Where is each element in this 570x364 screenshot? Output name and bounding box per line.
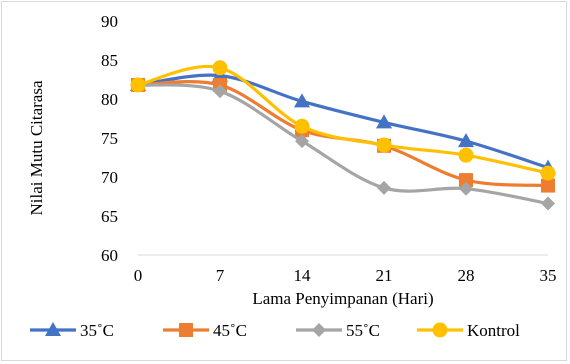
data-point <box>376 137 392 153</box>
series-line <box>136 80 550 188</box>
legend-marker <box>312 323 326 337</box>
data-point <box>541 196 555 211</box>
data-point <box>212 60 228 76</box>
y-axis-title: Nilai Mutu Citarasa <box>27 80 46 215</box>
series-1 <box>130 67 556 174</box>
x-axis-ticks: 0 7 14 21 28 35 <box>134 266 557 285</box>
y-tick-label: 80 <box>101 90 118 109</box>
legend-label: Kontrol <box>467 321 520 340</box>
y-tick-label: 85 <box>101 51 118 70</box>
legend: 35˚C 45˚C 55˚C Kontrol <box>30 321 520 340</box>
legend-label: 55˚C <box>346 321 380 340</box>
data-point <box>294 118 310 134</box>
series-line <box>136 73 550 170</box>
y-tick-label: 90 <box>101 12 118 31</box>
x-axis-title: Lama Penyimpanan (Hari) <box>252 289 433 308</box>
legend-item: Kontrol <box>417 321 520 340</box>
legend-item: 45˚C <box>163 321 247 340</box>
data-point <box>459 173 473 188</box>
series-line <box>136 83 550 206</box>
data-point <box>295 134 309 149</box>
data-point <box>213 84 227 99</box>
legend-marker <box>179 323 193 337</box>
data-point <box>458 133 474 148</box>
series-2 <box>131 77 555 193</box>
legend-label: 35˚C <box>80 321 114 340</box>
y-axis-ticks: 60 65 70 75 80 85 90 <box>101 12 118 265</box>
y-tick-label: 65 <box>101 207 118 226</box>
data-point <box>294 93 310 108</box>
data-point <box>541 178 555 193</box>
x-tick-label: 35 <box>540 266 557 285</box>
y-tick-label: 75 <box>101 129 118 148</box>
series-group <box>130 60 556 211</box>
data-point <box>377 180 391 195</box>
legend-marker <box>45 322 61 336</box>
x-tick-label: 28 <box>458 266 475 285</box>
legend-item: 55˚C <box>296 321 380 340</box>
data-point <box>376 114 392 129</box>
legend-marker <box>432 322 448 338</box>
data-point <box>459 181 473 196</box>
data-point <box>540 165 556 181</box>
y-tick-label: 70 <box>101 168 118 187</box>
data-point <box>130 77 146 93</box>
series-3 <box>131 77 555 211</box>
x-tick-label: 0 <box>134 266 143 285</box>
x-tick-label: 7 <box>216 266 225 285</box>
legend-label: 45˚C <box>213 321 247 340</box>
x-tick-label: 14 <box>294 266 312 285</box>
x-tick-label: 21 <box>376 266 393 285</box>
data-point <box>458 147 474 163</box>
legend-item: 35˚C <box>30 321 114 340</box>
series-4 <box>130 60 556 181</box>
y-tick-label: 60 <box>101 246 118 265</box>
